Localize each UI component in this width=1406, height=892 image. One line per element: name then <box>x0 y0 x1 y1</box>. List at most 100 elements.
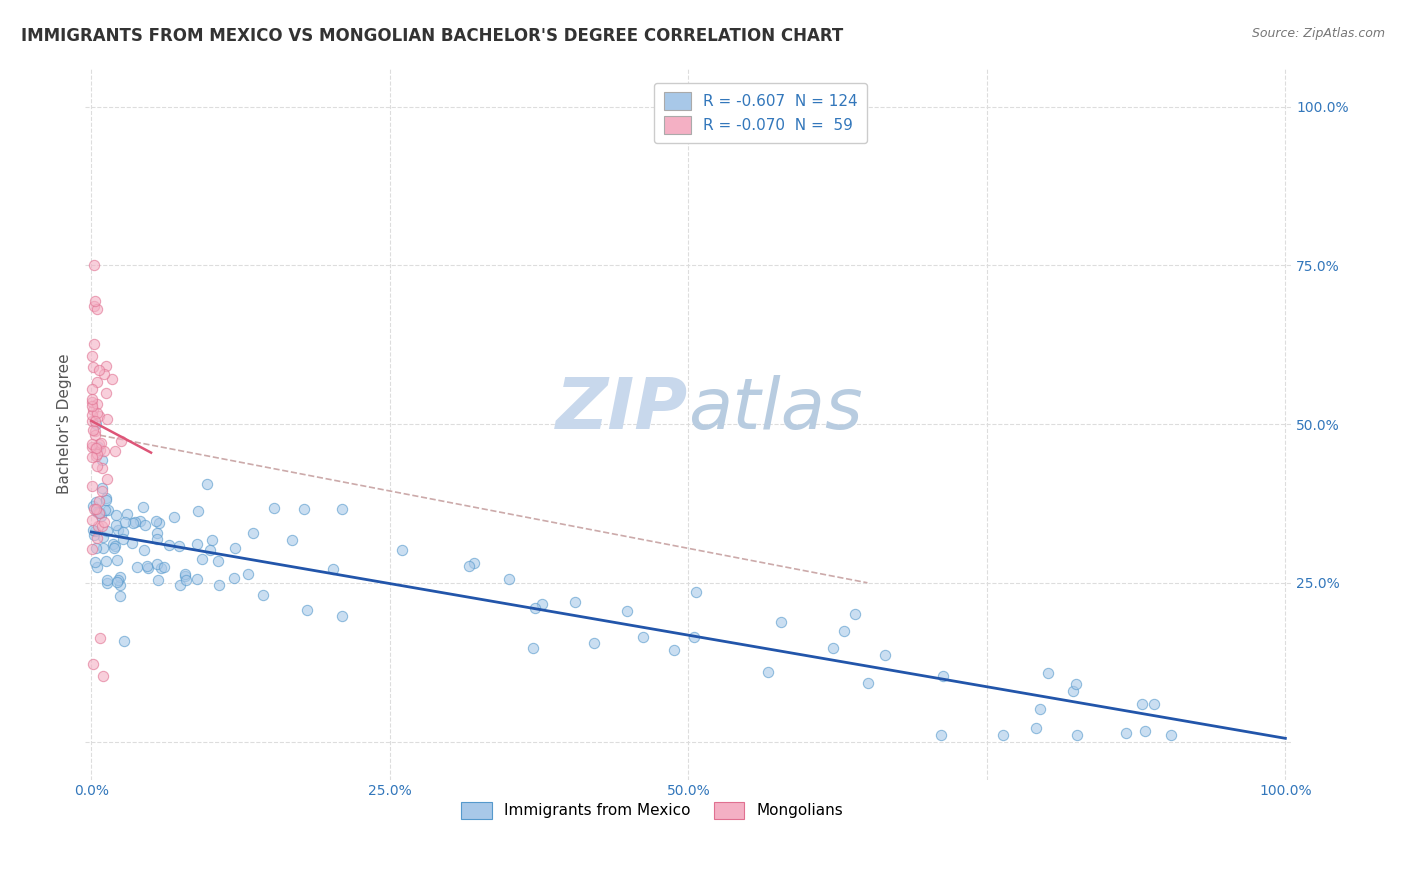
Point <box>932 668 955 682</box>
Point <box>93 367 115 381</box>
Point <box>105 553 128 567</box>
Point <box>991 728 1014 742</box>
Point <box>80 414 103 428</box>
Point <box>91 669 114 683</box>
Point <box>929 728 952 742</box>
Point <box>292 502 315 516</box>
Point <box>84 414 107 428</box>
Point <box>107 523 129 537</box>
Point <box>875 648 897 662</box>
Point <box>83 555 105 569</box>
Point <box>87 506 110 520</box>
Point <box>132 542 155 557</box>
Point <box>96 386 118 401</box>
Point <box>80 440 103 454</box>
Text: IMMIGRANTS FROM MEXICO VS MONGOLIAN BACHELOR'S DEGREE CORRELATION CHART: IMMIGRANTS FROM MEXICO VS MONGOLIAN BACH… <box>21 27 844 45</box>
Point <box>263 501 285 516</box>
Point <box>82 523 104 537</box>
Point <box>93 530 115 544</box>
Point <box>1066 728 1088 742</box>
Point <box>145 525 167 540</box>
Point <box>105 518 128 533</box>
Point <box>664 642 686 657</box>
Text: Source: ZipAtlas.com: Source: ZipAtlas.com <box>1251 27 1385 40</box>
Point <box>86 406 108 420</box>
Point <box>242 525 264 540</box>
Point <box>87 363 110 377</box>
Point <box>134 518 156 533</box>
Point <box>84 428 107 442</box>
Point <box>153 560 176 574</box>
Point <box>89 507 111 521</box>
Y-axis label: Bachelor's Degree: Bachelor's Degree <box>58 354 72 494</box>
Point <box>87 494 110 508</box>
Point <box>111 524 134 539</box>
Point <box>224 541 246 556</box>
Point <box>108 569 131 583</box>
Point <box>1115 725 1137 739</box>
Point <box>93 444 115 458</box>
Point <box>522 640 544 655</box>
Point <box>167 539 190 553</box>
Point <box>136 559 159 574</box>
Point <box>148 573 170 587</box>
Point <box>82 423 104 437</box>
Point <box>112 533 135 547</box>
Point <box>174 566 197 581</box>
Point <box>832 624 855 638</box>
Point <box>82 403 104 417</box>
Point <box>89 443 111 458</box>
Point <box>150 561 173 575</box>
Point <box>122 516 145 530</box>
Point <box>87 518 110 533</box>
Point <box>86 375 108 389</box>
Point <box>83 502 105 516</box>
Point <box>94 553 117 567</box>
Point <box>330 501 353 516</box>
Point <box>1029 702 1052 716</box>
Point <box>84 449 107 463</box>
Point <box>80 350 103 364</box>
Point <box>107 574 129 588</box>
Point <box>86 397 108 411</box>
Point <box>94 493 117 508</box>
Point <box>89 632 111 646</box>
Point <box>101 536 124 550</box>
Point <box>129 514 152 528</box>
Point <box>124 515 146 529</box>
Point <box>91 460 114 475</box>
Text: ZIP: ZIP <box>557 376 689 444</box>
Point <box>132 500 155 514</box>
Point <box>145 557 167 571</box>
Point <box>146 533 169 547</box>
Point <box>83 424 105 438</box>
Point <box>83 258 105 272</box>
Point <box>82 512 104 526</box>
Point <box>93 502 115 516</box>
Point <box>82 437 104 451</box>
Point <box>96 412 118 426</box>
Point <box>96 524 118 539</box>
Point <box>82 450 104 464</box>
Point <box>93 515 115 529</box>
Point <box>682 631 704 645</box>
Point <box>86 301 108 316</box>
Point <box>685 585 707 599</box>
Point <box>91 483 114 498</box>
Point <box>186 537 208 551</box>
Point <box>115 507 138 521</box>
Point <box>103 443 125 458</box>
Point <box>197 477 219 491</box>
Point <box>391 542 413 557</box>
Point <box>80 541 103 556</box>
Point <box>583 636 606 650</box>
Point <box>97 503 120 517</box>
Point <box>112 633 135 648</box>
Point <box>96 472 118 486</box>
Point <box>80 400 103 414</box>
Point <box>1133 723 1156 738</box>
Point <box>236 567 259 582</box>
Point <box>83 293 105 308</box>
Point <box>82 359 104 374</box>
Legend: Immigrants from Mexico, Mongolians: Immigrants from Mexico, Mongolians <box>456 796 849 825</box>
